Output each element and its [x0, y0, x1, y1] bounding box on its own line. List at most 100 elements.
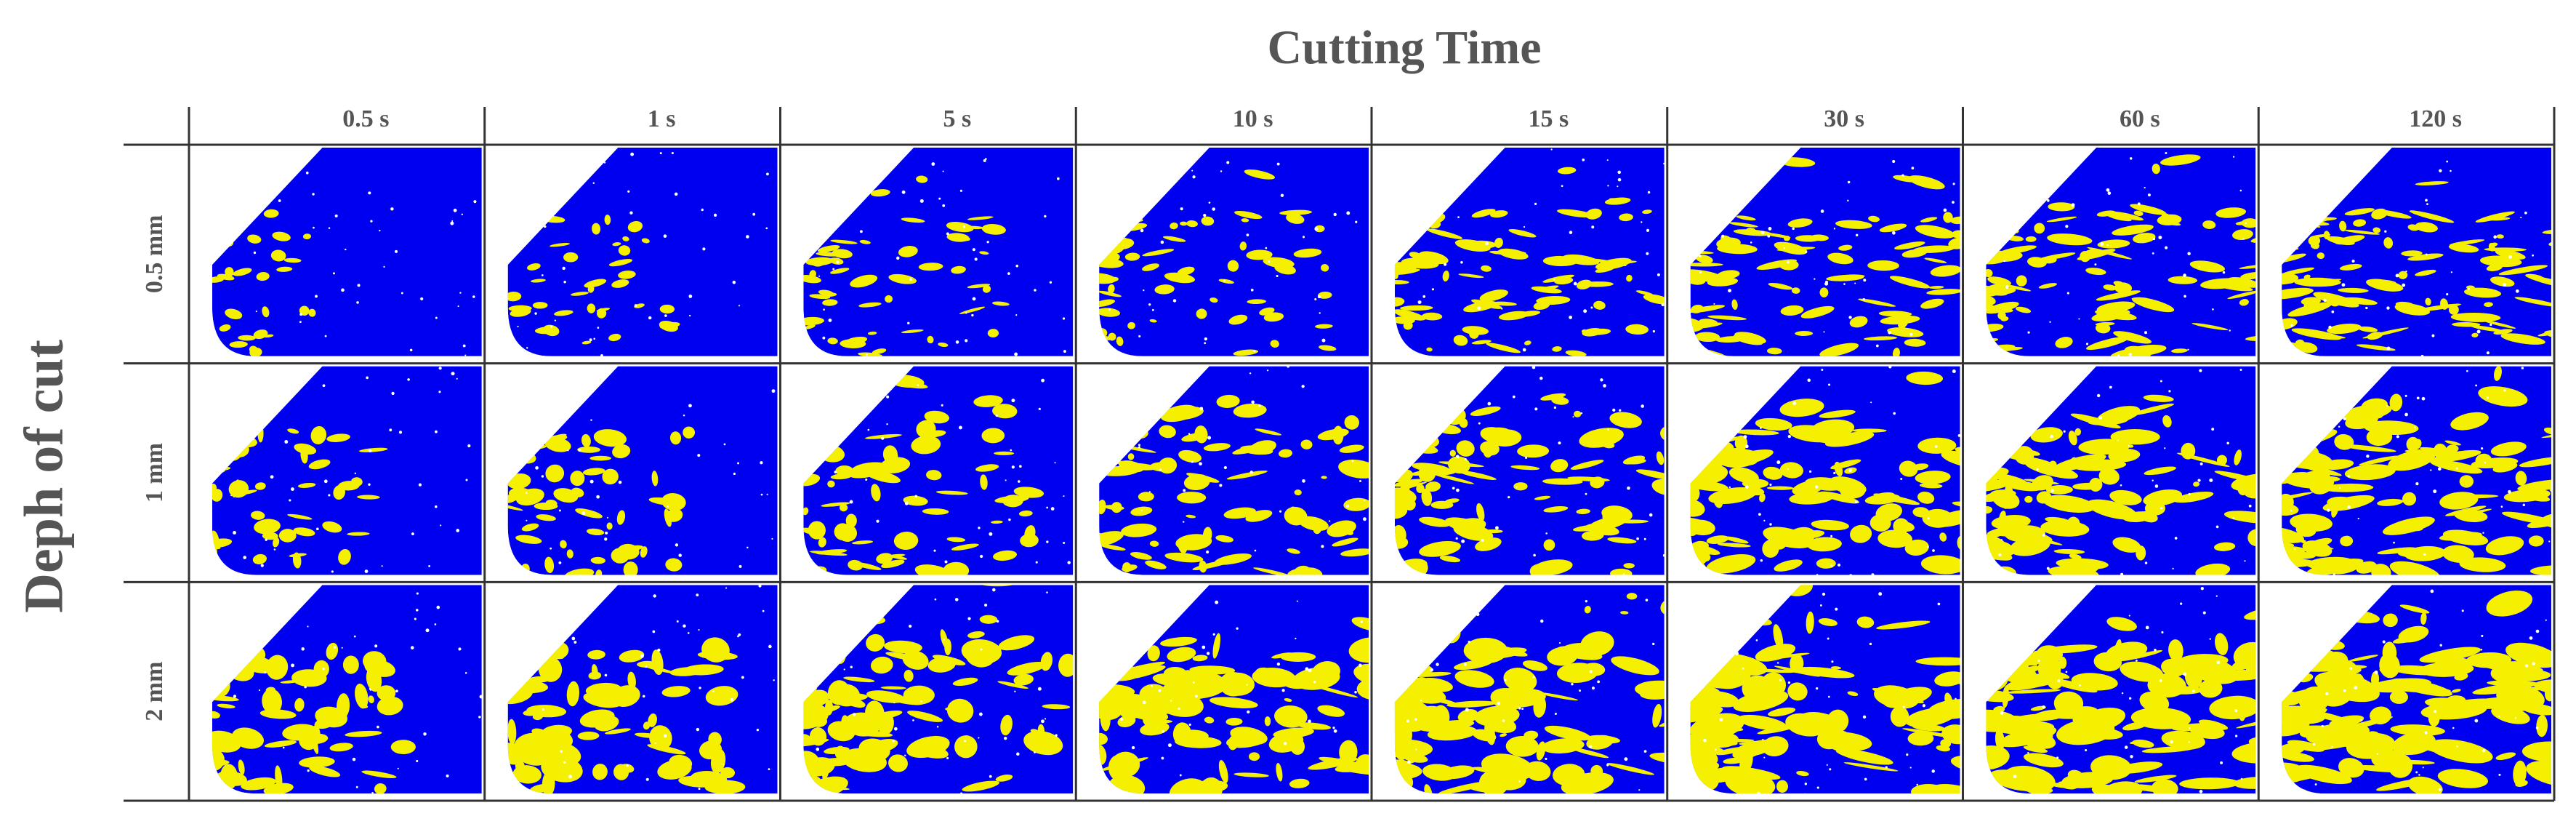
- wear-region: [282, 724, 318, 741]
- wear-region: [1147, 645, 1160, 662]
- wear-region: [1690, 643, 1722, 664]
- speckle: [1035, 561, 1038, 564]
- wear-region: [864, 469, 901, 484]
- speckle: [1502, 719, 1505, 722]
- wear-region: [1607, 537, 1637, 544]
- wear-region: [217, 273, 235, 281]
- wear-region: [1457, 470, 1497, 480]
- wear-region: [2039, 644, 2098, 654]
- wear-region: [938, 342, 949, 348]
- speckle: [1831, 660, 1834, 663]
- speckle: [352, 757, 356, 761]
- wear-region: [361, 770, 397, 778]
- speckle: [1457, 216, 1460, 219]
- speckle: [1591, 687, 1595, 690]
- speckle: [1236, 627, 1239, 630]
- speckle: [2357, 517, 2359, 520]
- wear-region: [1688, 438, 1707, 446]
- wear-region: [507, 503, 523, 511]
- speckle: [1477, 306, 1481, 311]
- wear-region: [1604, 197, 1631, 205]
- figure-title: Cutting Time: [1267, 21, 1541, 74]
- speckle: [1008, 518, 1011, 521]
- wear-region: [1201, 216, 1215, 226]
- wear-region: [982, 285, 991, 293]
- wear-region: [2162, 220, 2181, 226]
- speckle: [2229, 329, 2231, 332]
- speckle: [2063, 430, 2066, 433]
- speckle: [1199, 407, 1204, 411]
- tool-surface: [803, 366, 1074, 575]
- speckle: [1662, 553, 1665, 557]
- wear-region: [1987, 636, 2026, 669]
- speckle: [1191, 460, 1194, 463]
- speckle: [315, 295, 318, 298]
- wear-region: [1453, 335, 1468, 346]
- wear-region: [1503, 668, 1537, 692]
- wear-region: [355, 683, 369, 709]
- speckle: [959, 189, 962, 192]
- wear-region: [918, 263, 943, 271]
- wear-region: [1702, 771, 1739, 784]
- speckle: [438, 367, 442, 370]
- speckle: [1466, 169, 1470, 173]
- speckle: [1034, 751, 1036, 753]
- wear-image: [1986, 366, 2256, 575]
- wear-region: [666, 508, 683, 522]
- wear-region: [1225, 718, 1243, 726]
- wear-region: [661, 686, 691, 697]
- wear-region: [2521, 741, 2551, 762]
- wear-region: [1178, 449, 1202, 463]
- speckle: [224, 374, 228, 377]
- speckle: [965, 311, 967, 314]
- speckle: [697, 454, 701, 457]
- speckle: [2343, 417, 2346, 420]
- speckle: [2480, 649, 2483, 651]
- wear-region: [1705, 732, 1739, 748]
- wear-region: [1218, 279, 1234, 284]
- speckle: [1138, 444, 1140, 447]
- wear-region: [1783, 236, 1790, 241]
- speckle: [1063, 541, 1066, 544]
- wear-region: [2322, 687, 2353, 707]
- wear-region: [294, 697, 305, 712]
- wear-region: [1984, 205, 2001, 219]
- wear-region: [1534, 495, 1551, 500]
- wear-region: [1263, 312, 1284, 322]
- speckle: [1871, 573, 1875, 575]
- speckle: [2036, 196, 2038, 199]
- speckle: [1911, 167, 1915, 169]
- wear-region: [2322, 483, 2374, 492]
- speckle: [2290, 324, 2293, 327]
- wear-region: [1690, 263, 1723, 267]
- wear-region: [1394, 407, 1417, 416]
- wear-region: [2287, 384, 2337, 396]
- wear-region: [2282, 569, 2299, 575]
- speckle: [2430, 469, 2432, 471]
- wear-region: [2112, 537, 2141, 553]
- wear-region: [1643, 294, 1665, 305]
- speckle: [634, 304, 637, 307]
- speckle: [2164, 447, 2166, 449]
- speckle: [1138, 335, 1141, 337]
- wear-region: [1540, 393, 1566, 401]
- wear-region: [1099, 647, 1141, 662]
- wear-region: [2005, 672, 2064, 691]
- speckle: [1223, 465, 1227, 470]
- wear-region: [308, 459, 331, 470]
- speckle: [1550, 148, 1553, 151]
- speckle: [1254, 549, 1257, 552]
- speckle: [2481, 447, 2484, 450]
- wear-region: [2389, 690, 2408, 704]
- wear-region: [888, 273, 917, 284]
- wear-region: [507, 742, 526, 750]
- wear-region: [2233, 777, 2256, 789]
- wear-region: [2026, 786, 2053, 794]
- wear-region: [885, 295, 893, 303]
- wear-region: [901, 329, 924, 334]
- speckle: [1776, 662, 1779, 664]
- wear-region: [954, 234, 970, 241]
- speckle: [368, 191, 371, 195]
- wear-region: [1810, 234, 1829, 241]
- speckle: [688, 314, 691, 317]
